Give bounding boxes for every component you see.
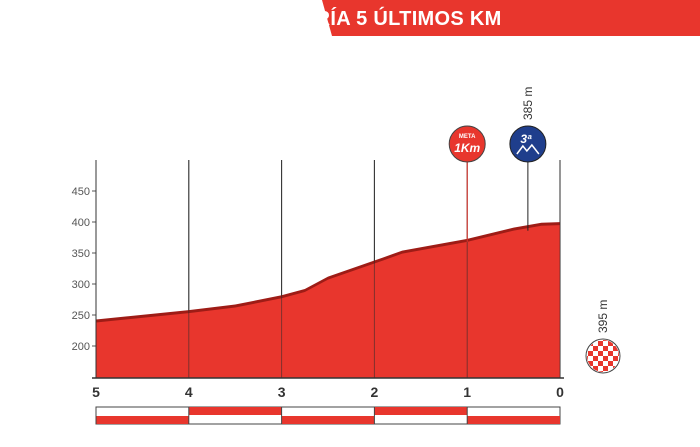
y-tick-label-400: 400 (72, 217, 90, 229)
x-tick-label-0: 0 (556, 384, 564, 400)
x-tick-label-2: 2 (371, 384, 379, 400)
x-tick-label-1: 1 (463, 384, 471, 400)
checker-cell (613, 356, 618, 361)
y-tick-label-200: 200 (72, 341, 90, 353)
km-marker-circle (448, 125, 486, 163)
checker-cell (598, 371, 603, 372)
climb-marker-label: 3ª (520, 132, 532, 146)
distance-bar-bottom-km-5 (96, 416, 189, 424)
finish-altitude-label: 395 m (596, 300, 610, 333)
y-tick-label-450: 450 (72, 186, 90, 198)
y-tick-label-250: 250 (72, 310, 90, 322)
km-marker-top-label: META (459, 134, 476, 140)
checker-cell (603, 346, 608, 351)
title-banner (322, 0, 700, 36)
checker-cell (618, 351, 619, 356)
checker-cell (588, 351, 593, 356)
y-tick-label-300: 300 (72, 279, 90, 291)
distance-bar-bottom-km-1 (467, 416, 560, 424)
x-tick-label-5: 5 (92, 384, 100, 400)
chart-title: ALTIMETRÍA 5 ÚLTIMOS KM (228, 7, 502, 30)
distance-bar-top-km-4 (188, 407, 282, 415)
checker-cell (587, 356, 588, 361)
y-tick-label-350: 350 (72, 248, 90, 260)
checker-cell (603, 340, 608, 341)
checker-cell (618, 341, 619, 346)
checker-cell (587, 340, 588, 341)
axis-layer: 200 250 300 350 400 450 5 4 3 2 1 0 (72, 160, 564, 400)
climb-altitude-label: 385 m (521, 87, 535, 120)
checkered-flag-icon (587, 340, 619, 372)
km-marker-bottom-label: 1Km (454, 141, 480, 155)
profile-area (96, 225, 560, 378)
checker-cell (618, 371, 619, 372)
checker-cell (608, 341, 613, 346)
checker-cell (603, 366, 608, 371)
checker-cell (588, 371, 593, 372)
climb-marker-circle (509, 125, 547, 163)
distance-bar-layer (95, 406, 561, 425)
checker-cell (598, 341, 603, 346)
checker-cell (608, 351, 613, 356)
checker-cell (587, 366, 588, 371)
distance-bar-top-km-2 (374, 407, 468, 415)
checker-cell (593, 366, 598, 371)
checker-cell (608, 361, 613, 366)
checker-cell (598, 351, 603, 356)
x-tick-label-4: 4 (185, 384, 193, 400)
checker-cell (598, 361, 603, 366)
checker-cell (603, 356, 608, 361)
distance-bar-bottom-km-3 (281, 416, 375, 424)
checker-cell (588, 361, 593, 366)
checker-cell (613, 340, 618, 341)
x-tick-label-3: 3 (278, 384, 286, 400)
mountain-icon (516, 143, 540, 155)
checker-cell (613, 346, 618, 351)
checker-cell (593, 356, 598, 361)
profile-area-layer (95, 160, 561, 378)
checker-cell (593, 346, 598, 351)
